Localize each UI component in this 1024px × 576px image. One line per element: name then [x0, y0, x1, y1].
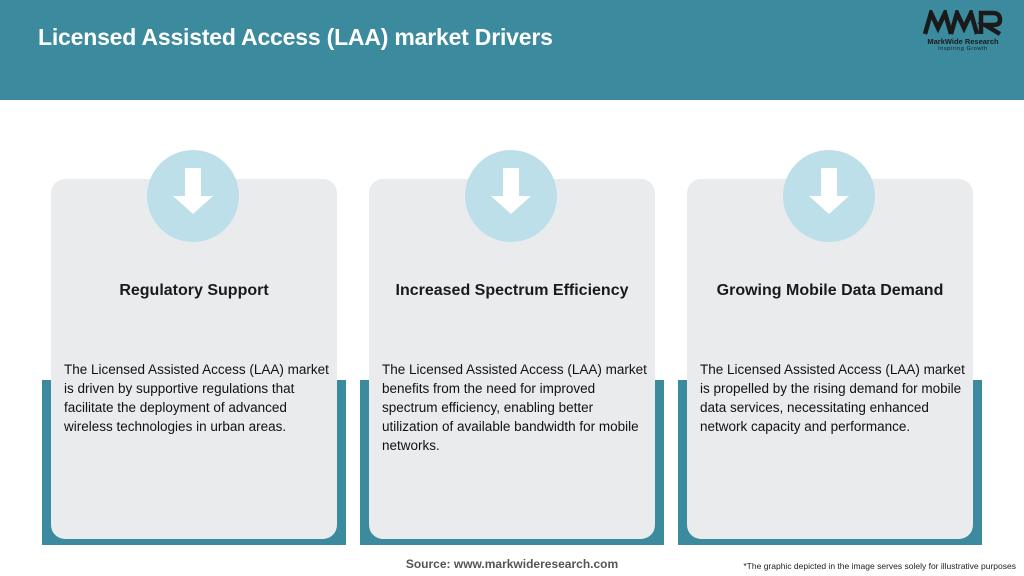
icon-circle — [465, 150, 557, 242]
icon-circle — [147, 150, 239, 242]
source-citation: Source: www.markwideresearch.com — [405, 557, 619, 571]
card-panel: Increased Spectrum Efficiency The Licens… — [369, 179, 655, 539]
card-description: The Licensed Assisted Access (LAA) marke… — [700, 362, 965, 434]
driver-card-spectrum-efficiency: Increased Spectrum Efficiency The Licens… — [360, 150, 669, 550]
card-title: Growing Mobile Data Demand — [716, 282, 944, 299]
icon-circle — [783, 150, 875, 242]
disclaimer-note: *The graphic depicted in the image serve… — [743, 561, 1016, 571]
logo: MarkWide Research Inspiring Growth — [914, 10, 1012, 60]
down-arrow-icon — [173, 168, 213, 214]
down-arrow-icon — [491, 168, 531, 214]
page-title: Licensed Assisted Access (LAA) market Dr… — [38, 24, 553, 50]
logo-tagline: Inspiring Growth — [938, 46, 988, 52]
card-title: Regulatory Support — [119, 282, 269, 299]
driver-card-mobile-data-demand: Growing Mobile Data Demand The Licensed … — [678, 150, 987, 550]
logo-name: MarkWide Research — [927, 37, 999, 46]
card-description: The Licensed Assisted Access (LAA) marke… — [382, 362, 647, 453]
down-arrow-icon — [809, 168, 849, 214]
card-title: Increased Spectrum Efficiency — [395, 282, 629, 299]
driver-card-regulatory-support: Regulatory Support The Licensed Assisted… — [42, 150, 351, 550]
card-description: The Licensed Assisted Access (LAA) marke… — [64, 362, 329, 434]
header-banner: Licensed Assisted Access (LAA) market Dr… — [0, 0, 1024, 100]
mwr-logo-icon — [923, 10, 1003, 36]
